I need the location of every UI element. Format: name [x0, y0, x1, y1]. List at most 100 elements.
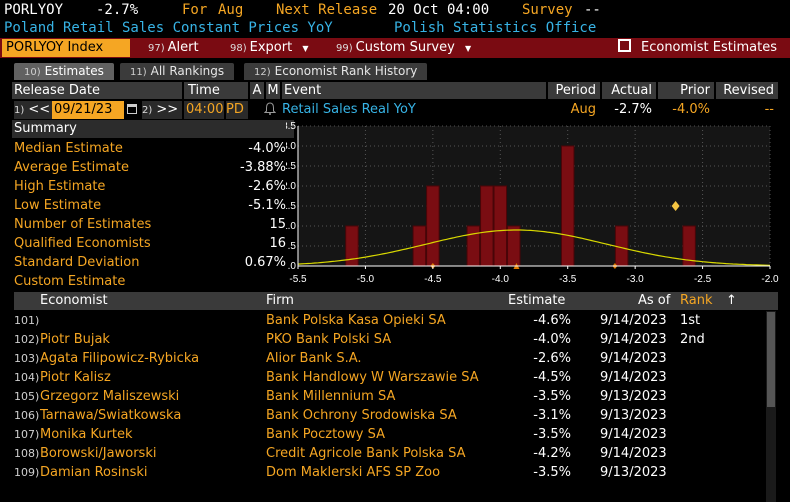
col-release-date[interactable]: Release Date — [12, 82, 182, 99]
economist-name[interactable]: Piotr Kalisz — [40, 370, 111, 385]
as-of-date: 9/14/2023 — [600, 313, 667, 328]
ticker-tab[interactable]: PORLYOY Index — [2, 39, 130, 57]
firm-name[interactable]: Bank Ochrony Srodowiska SA — [266, 408, 457, 423]
economist-estimates-link[interactable]: Economist Estimates — [618, 38, 777, 58]
summary-row: High Estimate -2.6% — [14, 177, 286, 196]
as-of-date: 9/14/2023 — [600, 370, 667, 385]
col-revised[interactable]: Revised — [716, 82, 778, 99]
next-date-button[interactable]: 2) >> — [142, 101, 182, 119]
firm-name[interactable]: Dom Maklerski AFS SP Zoo — [266, 465, 441, 480]
y-tick-label: 2.0 — [286, 181, 296, 192]
col-economist[interactable]: Economist — [40, 293, 108, 308]
row-number: 107) — [14, 428, 40, 441]
series-description: Poland Retail Sales Constant Prices YoY … — [4, 20, 596, 36]
export-num: 98) — [230, 43, 247, 54]
row-number: 105) — [14, 390, 40, 403]
tab-estimates[interactable]: 10) Estimates — [14, 63, 114, 80]
table-row[interactable]: 108) Borowski/Jaworski Credit Agricole Ban… — [14, 444, 766, 463]
economist-name[interactable]: Piotr Bujak — [40, 332, 110, 347]
histogram-bar — [614, 225, 629, 267]
chevron-down-icon: ▼ — [464, 44, 472, 53]
economist-name[interactable]: Tarnawa/Swiatkowska — [40, 408, 182, 423]
summary-value: 16 — [269, 236, 286, 251]
y-tick-label: 3.0 — [286, 141, 296, 152]
source-name: Polish Statistics Office — [394, 20, 597, 36]
col-period[interactable]: Period — [548, 82, 600, 99]
col-rank[interactable]: Rank — [680, 293, 713, 308]
histogram-bar — [426, 185, 440, 267]
next-num: 2) — [142, 105, 153, 116]
calendar-icon[interactable] — [127, 101, 139, 119]
row-number: 106) — [14, 409, 40, 422]
economist-name[interactable]: Monika Kurtek — [40, 427, 133, 442]
col-a[interactable]: A — [250, 82, 264, 99]
histogram-bar — [480, 185, 494, 267]
scrollbar-thumb[interactable] — [767, 312, 775, 407]
col-as-of[interactable]: As of — [638, 293, 671, 308]
firm-name[interactable]: Bank Pocztowy SA — [266, 427, 385, 442]
tab-label: Economist Rank History — [274, 64, 418, 78]
custom-num: 99) — [336, 43, 353, 54]
tab-all-rankings[interactable]: 11) All Rankings — [120, 63, 235, 80]
prev-num: 1) — [14, 105, 25, 116]
col-estimate[interactable]: Estimate — [508, 293, 566, 308]
sort-arrow-icon[interactable]: ↑ — [726, 293, 737, 308]
plot-background — [298, 126, 770, 266]
table-row[interactable]: 105) Grzegorz Maliszewski Bank Millennium … — [14, 387, 766, 406]
as-of-date: 9/14/2023 — [600, 351, 667, 366]
summary-label: Median Estimate — [14, 141, 123, 156]
chevron-down-icon: ▼ — [302, 44, 309, 53]
economist-name[interactable]: Agata Filipowicz-Rybicka — [40, 351, 200, 366]
y-tick-label: 3.5 — [286, 121, 296, 132]
firm-name[interactable]: Bank Millennium SA — [266, 389, 396, 404]
table-row[interactable]: 104) Piotr Kalisz Bank Handlowy W Warszawi… — [14, 368, 766, 387]
survey-value: -- — [584, 2, 601, 18]
firm-name[interactable]: Alior Bank S.A. — [266, 351, 362, 366]
x-tick-label: -2.0 — [761, 274, 779, 285]
col-prior[interactable]: Prior — [658, 82, 714, 99]
estimate-distribution-chart: -5.5 -5.0 -4.5 -4.0 -3.5 -3.0 -2.5 -2.0 .0 .5 1.0 1… — [286, 121, 779, 285]
summary-value: -3.88% — [240, 160, 286, 175]
col-firm[interactable]: Firm — [266, 293, 294, 308]
summary-row[interactable]: Custom Estimate — [14, 272, 286, 291]
col-actual[interactable]: Actual — [602, 82, 656, 99]
table-row[interactable]: 102) Piotr Bujak PKO Bank Polski SA -4.0% 9/… — [14, 330, 766, 349]
table-row[interactable]: 109) Damian Rosinski Dom Maklerski AFS SP … — [14, 463, 766, 482]
tab-economist-rank-history[interactable]: 12) Economist Rank History — [244, 63, 428, 80]
col-m[interactable]: M — [266, 82, 280, 99]
col-event[interactable]: Event — [282, 82, 546, 99]
ticker-symbol: PORLYOY — [4, 2, 64, 18]
table-row[interactable]: 107) Monika Kurtek Bank Pocztowy SA -3.5% 9/… — [14, 425, 766, 444]
event-period: Aug — [570, 102, 596, 117]
economist-name[interactable]: Borowski/Jaworski — [40, 446, 157, 461]
custom-survey-button[interactable]: 99) Custom Survey ▼ — [336, 38, 471, 58]
chart-bars — [345, 145, 696, 267]
as-of-date: 9/14/2023 — [600, 446, 667, 461]
firm-name[interactable]: Bank Polska Kasa Opieki SA — [266, 313, 446, 328]
x-tick-label: -3.5 — [559, 274, 577, 285]
toolbar: PORLYOY Index 97) Alert 98) Export ▼ 99) Cu… — [0, 38, 790, 58]
summary-label: Qualified Economists — [14, 236, 151, 251]
bell-icon[interactable] — [263, 101, 280, 119]
summary-label: Number of Estimates — [14, 217, 152, 232]
row-number: 104) — [14, 371, 40, 384]
histogram-bar — [560, 145, 575, 267]
table-row[interactable]: 103) Agata Filipowicz-Rybicka Alior Bank S… — [14, 349, 766, 368]
economist-name[interactable]: Damian Rosinski — [40, 465, 148, 480]
prev-date-button[interactable]: 1) << — [14, 101, 58, 119]
economist-name[interactable]: Grzegorz Maliszewski — [40, 389, 180, 404]
firm-name[interactable]: PKO Bank Polski SA — [266, 332, 392, 347]
event-name[interactable]: Retail Sales Real YoY — [282, 102, 416, 117]
as-of-date: 9/13/2023 — [600, 389, 667, 404]
firm-name[interactable]: Bank Handlowy W Warszawie SA — [266, 370, 479, 385]
export-button[interactable]: 98) Export ▼ — [230, 38, 309, 58]
table-row[interactable]: 106) Tarnawa/Swiatkowska Bank Ochrony Srod… — [14, 406, 766, 425]
summary-label: Custom Estimate — [14, 274, 126, 289]
alert-button[interactable]: 97) Alert — [148, 38, 199, 58]
release-date-input[interactable]: 09/21/23 — [52, 101, 124, 119]
col-time[interactable]: Time — [184, 82, 248, 99]
firm-name[interactable]: Credit Agricole Bank Polska SA — [266, 446, 466, 461]
table-row[interactable]: 101) Bank Polska Kasa Opieki SA -4.6% 9/14/… — [14, 311, 766, 330]
summary-title: Summary — [12, 120, 294, 138]
estimate-value: -3.5% — [533, 465, 571, 480]
